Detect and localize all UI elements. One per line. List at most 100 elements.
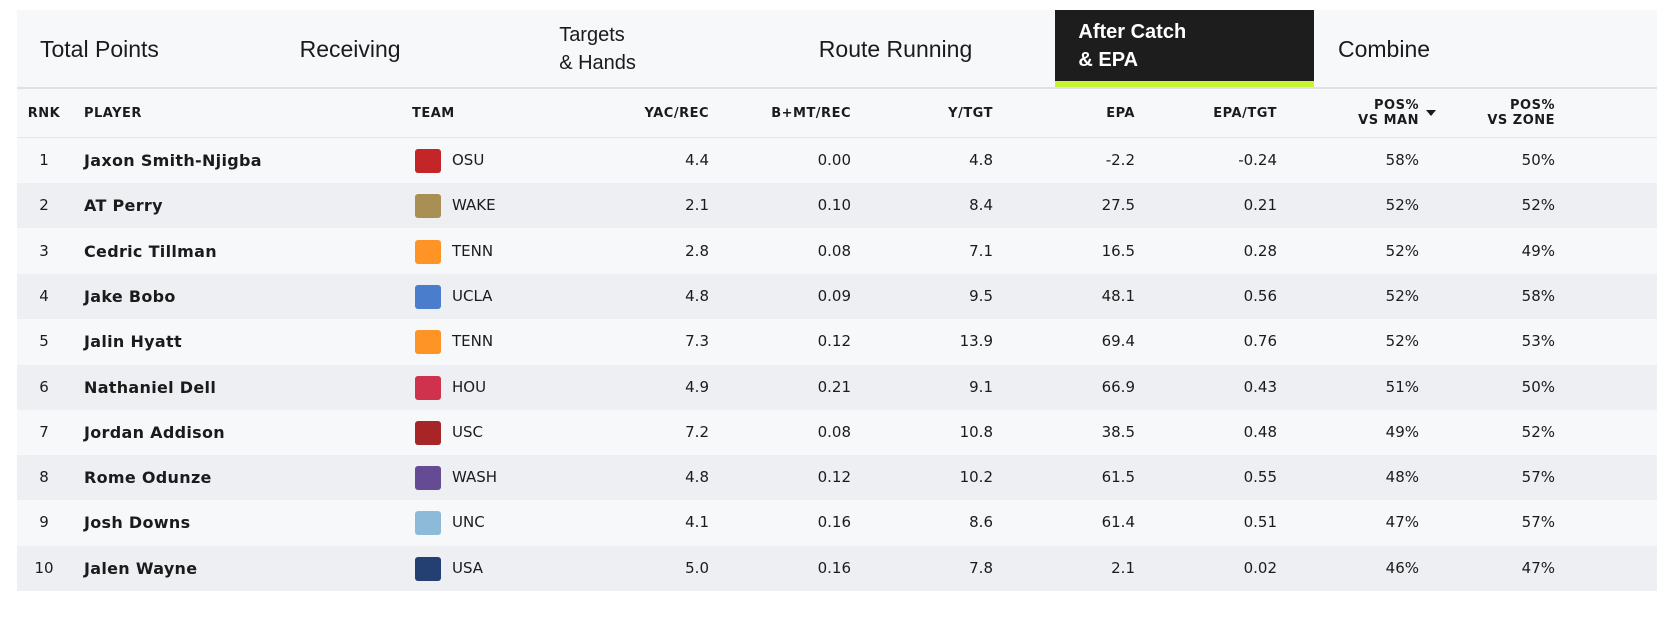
stat-value: 0.00 (817, 151, 851, 169)
table-header: RNK PLAYER TEAM YAC/REC B+MT/REC Y/TGT EPA EPA/… (17, 89, 1657, 138)
tab-label: & Hands (559, 51, 636, 74)
tab[interactable]: Targets & Hands (536, 10, 795, 87)
column-header-label: VS ZONE (1487, 113, 1555, 128)
column-header: PLAYER (84, 89, 384, 137)
stat-value: 52% (1385, 332, 1419, 351)
tab[interactable]: Combine (1315, 10, 1574, 87)
team-abbr: WASH (452, 468, 498, 487)
stat-value: 51% (1385, 377, 1419, 396)
column-header[interactable]: EPA/TGT (1145, 89, 1277, 137)
stat-value: 10.8 (959, 422, 993, 441)
team-logo (415, 330, 441, 355)
stat-value: 48.1 (1101, 286, 1135, 305)
team-logo (415, 284, 441, 309)
team-abbr: USA (452, 558, 484, 577)
column-header: RNK (17, 89, 71, 137)
stat-value: 0.02 (1243, 558, 1277, 577)
team-logo (415, 420, 441, 445)
stat-value: 61.5 (1101, 468, 1135, 487)
stat-value: 7.2 (685, 422, 709, 441)
rank: 1 (39, 151, 49, 169)
stat-value: 52% (1521, 422, 1555, 441)
tab[interactable]: Receiving (277, 10, 536, 87)
stat-value: 49% (1385, 422, 1419, 441)
column-header-label: PLAYER (84, 105, 142, 121)
stat-value: -2.2 (1105, 151, 1135, 169)
stat-value: 0.51 (1243, 513, 1277, 532)
stat-value: 4.8 (969, 151, 993, 169)
column-header-label: EPA/TGT (1213, 105, 1277, 121)
table-row[interactable]: 4 Jake Bobo UCLA 4.8 0.09 9.5 48.1 0.56 52% 58% (17, 273, 1657, 319)
column-header[interactable]: YAC/REC (577, 89, 709, 137)
stat-value: 0.43 (1243, 377, 1277, 396)
team-abbr: UCLA (452, 286, 493, 305)
stat-value: 0.10 (817, 196, 851, 215)
table-row[interactable]: 7 Jordan Addison USC 7.2 0.08 10.8 38.5 0.48 49%… (17, 409, 1657, 455)
stat-value: 0.12 (817, 468, 851, 487)
stat-value: 69.4 (1101, 332, 1135, 351)
tab-label: Targets (559, 23, 625, 46)
rank: 6 (39, 377, 49, 396)
column-header[interactable]: POS% VS ZONE (1423, 89, 1555, 137)
table-row[interactable]: 10 Jalen Wayne USA 5.0 0.16 7.8 2.1 0.02 46% 47% (17, 545, 1657, 591)
stat-value: 57% (1521, 513, 1555, 532)
stat-value: 13.9 (959, 332, 993, 351)
stat-value: 2.1 (685, 196, 709, 215)
column-header-label: POS% (1374, 98, 1419, 113)
tab-label: Route Running (818, 35, 973, 62)
table-row[interactable]: 8 Rome Odunze WASH 4.8 0.12 10.2 61.5 0.55 48% 57… (17, 455, 1657, 501)
stat-value: 50% (1521, 151, 1555, 169)
stat-value: 48% (1385, 468, 1419, 487)
rank: 8 (39, 468, 49, 487)
stat-value: 0.21 (817, 377, 851, 396)
team-abbr: TENN (452, 241, 494, 260)
stat-value: 58% (1385, 151, 1419, 169)
table-row[interactable]: 6 Nathaniel Dell HOU 4.9 0.21 9.1 66.9 0.43 51% 5… (17, 364, 1657, 410)
column-header[interactable]: B+MT/REC (719, 89, 851, 137)
team-abbr: HOU (452, 377, 487, 396)
table-row[interactable]: 2 AT Perry WAKE 2.1 0.10 8.4 27.5 0.21 52% 52% (17, 183, 1657, 229)
stat-value: 0.16 (817, 558, 851, 577)
stat-value: 0.48 (1243, 422, 1277, 441)
player-name: AT Perry (84, 196, 163, 216)
column-header[interactable]: POS% VS MAN (1287, 89, 1419, 137)
player-name: Cedric Tillman (84, 241, 217, 261)
column-header-label: POS% (1510, 98, 1555, 113)
table-row[interactable]: 9 Josh Downs UNC 4.1 0.16 8.6 61.4 0.51 47% 57% (17, 500, 1657, 546)
table-row[interactable]: 3 Cedric Tillman TENN 2.8 0.08 7.1 16.5 0.28 52%… (17, 228, 1657, 274)
stat-value: 38.5 (1101, 422, 1135, 441)
stat-value: 0.12 (817, 332, 851, 351)
table-row[interactable]: 5 Jalin Hyatt TENN 7.3 0.12 13.9 69.4 0.76 52% 53… (17, 319, 1657, 365)
column-header-label: TEAM (412, 105, 455, 121)
column-header-label: YAC/REC (644, 105, 709, 121)
stat-value: 52% (1385, 196, 1419, 215)
player-name: Jake Bobo (84, 286, 176, 306)
stat-value: 61.4 (1101, 513, 1135, 532)
tab[interactable]: After Catch & EPA (1055, 10, 1315, 87)
table-row[interactable]: 1 Jaxon Smith-Njigba OSU 4.4 0.00 4.8 -2.2 -0.2… (17, 138, 1657, 183)
column-header[interactable]: Y/TGT (861, 89, 993, 137)
sort-arrow (1426, 110, 1436, 116)
rank: 2 (39, 196, 49, 215)
player-name: Jalin Hyatt (84, 332, 182, 352)
stat-value: 53% (1521, 332, 1555, 351)
rank: 9 (39, 513, 49, 532)
team-logo (415, 239, 441, 264)
stat-value: 0.08 (817, 422, 851, 441)
stat-value: 4.1 (685, 513, 709, 532)
team-logo (415, 194, 441, 219)
tab[interactable]: Total Points (17, 10, 276, 87)
stat-value: 0.56 (1243, 286, 1277, 305)
stat-value: 4.8 (685, 468, 709, 487)
tab-label: After Catch (1078, 20, 1187, 43)
tab-bar: Total Points Receiving Targets & Hands Route… (17, 10, 1657, 89)
stat-value: 8.6 (969, 513, 993, 532)
stat-value: 27.5 (1101, 196, 1135, 215)
stat-value: 49% (1521, 241, 1555, 260)
rank: 4 (39, 286, 49, 305)
team-logo (415, 511, 441, 536)
stat-value: 7.1 (969, 241, 993, 260)
column-header[interactable]: EPA (1003, 89, 1135, 137)
tab[interactable]: Route Running (796, 10, 1055, 87)
stat-value: 0.28 (1243, 241, 1277, 260)
